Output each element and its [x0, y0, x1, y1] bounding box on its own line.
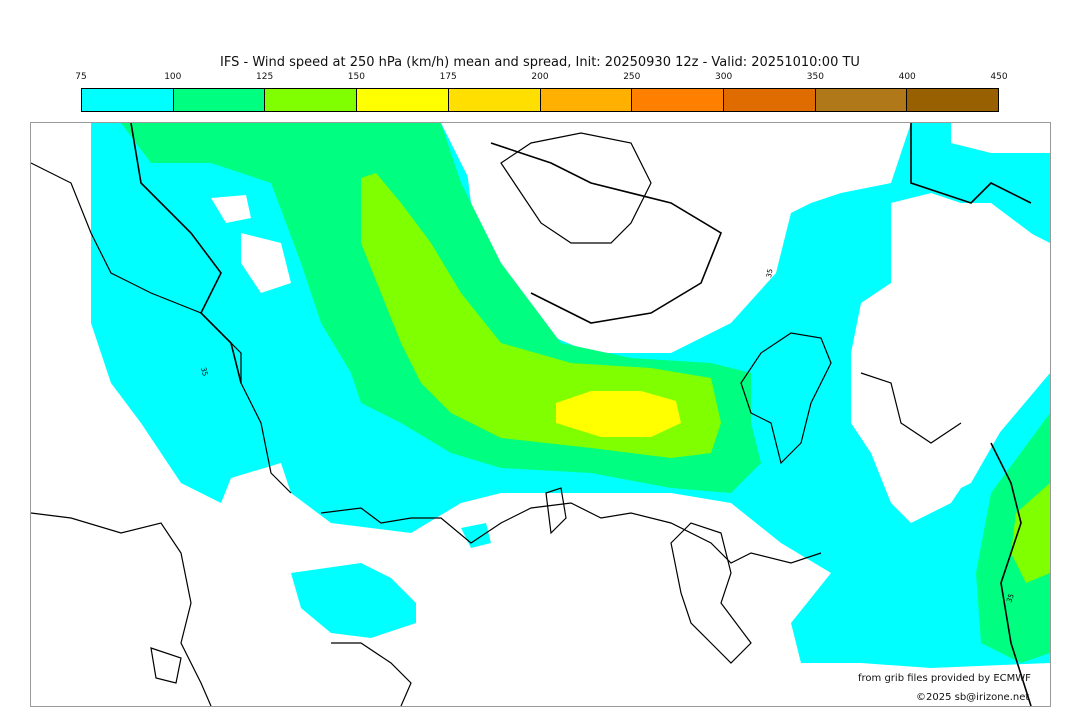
colorbar-segment [815, 89, 908, 111]
colorbar-tick-label: 125 [256, 72, 274, 82]
wind-zone-75-100 [461, 523, 491, 548]
calm-region [211, 195, 291, 293]
wind-zone-75-100 [291, 563, 416, 638]
contour-label: 35 [765, 268, 774, 278]
map-canvas: 35 35 35 [31, 123, 1050, 706]
spread-contours [130, 123, 1032, 706]
calm-region [951, 123, 1050, 153]
colorbar-tick-label: 300 [715, 72, 733, 82]
colorbar-segment [173, 89, 266, 111]
colorbar-tick-label: 75 [75, 72, 87, 82]
wind-zone-125-150 [1011, 483, 1050, 583]
colorbar-segment [907, 89, 999, 111]
wind-zone-125-150 [361, 173, 721, 458]
copyright: ©2025 sb@irizone.net [916, 692, 1030, 703]
contour-label: 35 [1005, 593, 1016, 604]
colorbar-segment [357, 89, 449, 111]
wind-speed-map: 35 35 35 from grib files provided by ECM… [30, 122, 1051, 707]
colorbar [81, 88, 999, 112]
contour-label: 35 [199, 366, 209, 377]
colorbar-segment [265, 89, 358, 111]
colorbar-tick-label: 250 [623, 72, 641, 82]
colorbar-tick-label: 350 [806, 72, 824, 82]
source-credit: from grib files provided by ECMWF [858, 673, 1031, 684]
colorbar-labels: 75 100 125 150 175 200 250 300 350 400 450 [75, 72, 1007, 84]
calm-region [461, 123, 911, 353]
colorbar-tick-label: 200 [531, 72, 549, 82]
colorbar-segment [632, 89, 724, 111]
wind-zone-150-175 [556, 391, 681, 437]
calm-region [851, 203, 1050, 503]
colorbar-segment [540, 89, 633, 111]
colorbar-tick-label: 450 [990, 72, 1008, 82]
colorbar-tick-label: 100 [164, 72, 182, 82]
colorbar-tick-label: 150 [347, 72, 365, 82]
colorbar-segment [82, 89, 174, 111]
colorbar-segment [723, 89, 816, 111]
colorbar-tick-label: 175 [439, 72, 457, 82]
colorbar-tick-label: 400 [898, 72, 916, 82]
colorbar-segment [448, 89, 541, 111]
chart-title: IFS - Wind speed at 250 hPa (km/h) mean … [220, 55, 860, 70]
